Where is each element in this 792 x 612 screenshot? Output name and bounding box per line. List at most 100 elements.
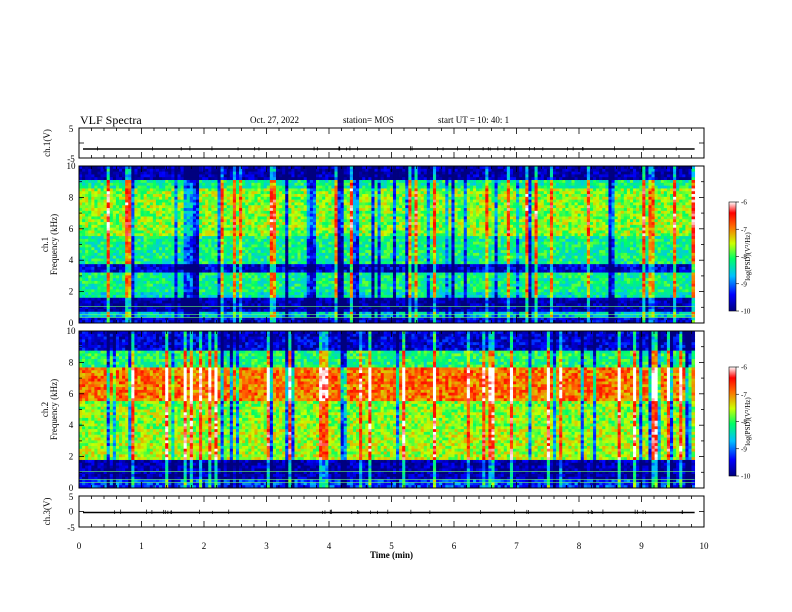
spectrogram-cell xyxy=(152,199,157,203)
spectrogram-cell xyxy=(106,250,111,254)
spectrogram-cell xyxy=(279,202,283,206)
spectrogram-cell xyxy=(100,205,105,209)
spectrogram-cell xyxy=(128,264,132,268)
spectrogram-cell xyxy=(91,275,95,279)
spectrogram-cell xyxy=(309,252,314,257)
spectrogram-cell xyxy=(112,188,117,192)
spectrogram-cell xyxy=(223,196,228,201)
spectrogram-cell xyxy=(251,289,255,293)
spectrogram-cell xyxy=(343,233,348,237)
spectrogram-cell xyxy=(285,264,289,268)
spectrogram-cell xyxy=(340,182,345,187)
spectrogram-cell xyxy=(260,227,265,231)
spectrogram-cell xyxy=(125,219,129,223)
spectrogram-cell xyxy=(171,317,175,321)
spectrogram-cell xyxy=(128,308,132,313)
spectrogram-cell xyxy=(279,185,283,189)
spectrogram-cell xyxy=(143,283,148,287)
spectrogram-cell xyxy=(272,166,277,170)
spectrogram-cell xyxy=(211,188,215,192)
spectrogram-cell xyxy=(79,216,83,220)
spectrogram-cell xyxy=(183,306,188,310)
spectrogram-cell xyxy=(312,278,317,282)
spectrogram-cell xyxy=(232,266,237,271)
spectrogram-cell xyxy=(94,317,98,321)
spectrogram-cell xyxy=(85,205,89,209)
spectrogram-cell xyxy=(94,244,98,248)
spectrogram-cell xyxy=(128,230,132,234)
spectrogram-cell xyxy=(309,182,314,187)
spectrogram-cell xyxy=(162,266,166,271)
spectrogram-cell xyxy=(119,238,123,243)
spectrogram-cell xyxy=(137,241,141,245)
spectrogram-cell xyxy=(242,264,246,268)
spectrogram-cell xyxy=(300,252,305,257)
spectrogram-cell xyxy=(248,283,252,287)
spectrogram-cell xyxy=(303,269,308,273)
spectrogram-cell xyxy=(214,261,218,265)
spectrogram-cell xyxy=(248,222,252,226)
spectrogram-cell xyxy=(300,224,305,229)
spectrogram-cell xyxy=(125,286,129,290)
spectrogram-cell xyxy=(192,210,197,215)
spectrogram-cell xyxy=(211,269,215,273)
spectrogram-cell xyxy=(312,166,317,170)
spectrogram-cell xyxy=(125,194,129,198)
spectrogram-cell xyxy=(79,247,83,251)
spectrogram-cell xyxy=(192,180,197,184)
spectrogram-cell xyxy=(229,182,234,187)
spectrogram-cell xyxy=(279,180,283,184)
spectrogram-cell xyxy=(260,252,265,257)
spectrogram-cell xyxy=(88,272,92,276)
spectrogram-cell xyxy=(119,233,123,237)
spectrogram-cell xyxy=(168,216,172,220)
spectrogram-cell xyxy=(186,269,191,273)
spectrogram-cell xyxy=(155,168,160,172)
spectrogram-cell xyxy=(254,213,258,217)
spectrogram-cell xyxy=(269,294,274,299)
spectrogram-cell xyxy=(195,233,200,237)
spectrogram-cell xyxy=(168,219,172,223)
spectrogram-cell xyxy=(195,294,200,299)
spectrogram-cell xyxy=(306,191,311,195)
spectrogram-cell xyxy=(235,303,240,307)
spectrogram-cell xyxy=(239,258,243,262)
spectrogram-cell xyxy=(189,303,194,307)
spectrogram-cell xyxy=(208,264,212,268)
spectrogram-cell xyxy=(205,227,209,231)
spectrogram-cell xyxy=(189,289,194,293)
spectrogram-cell xyxy=(291,300,295,304)
spectrogram-cell xyxy=(143,222,148,226)
spectrogram-cell xyxy=(128,182,132,187)
spectrogram-cell xyxy=(282,238,286,243)
spectrogram-cell xyxy=(112,191,117,195)
spectrogram-cell xyxy=(248,233,252,237)
spectrogram-cell xyxy=(294,199,298,203)
spectrogram-cell xyxy=(251,224,255,229)
spectrogram-cell xyxy=(140,210,145,215)
spectrogram-cell xyxy=(140,174,145,178)
spectrogram-cell xyxy=(300,286,305,290)
spectrogram-cell xyxy=(103,230,108,234)
spectrogram-cell xyxy=(291,286,295,290)
spectrogram-cell xyxy=(137,303,141,307)
spectrogram-cell xyxy=(137,247,141,251)
spectrogram-cell xyxy=(171,210,175,215)
spectrogram-cell xyxy=(312,236,317,240)
spectrogram-cell xyxy=(186,311,191,315)
spectrogram-cell xyxy=(297,311,302,315)
spectrogram-cell xyxy=(211,306,215,310)
spectrogram-cell xyxy=(171,227,175,231)
spectrogram-cell xyxy=(195,185,200,189)
spectrogram-cell xyxy=(325,208,329,212)
spectrogram-cell xyxy=(109,250,114,254)
spectrogram-cell xyxy=(226,233,231,237)
spectrogram-cell xyxy=(217,311,221,315)
spectrogram-cell xyxy=(272,244,277,248)
spectrogram-cell xyxy=(309,230,314,234)
spectrogram-cell xyxy=(174,233,178,237)
spectrogram-cell xyxy=(325,289,329,293)
spectrogram-cell xyxy=(134,264,138,268)
spectrogram-cell xyxy=(195,210,200,215)
spectrogram-cell xyxy=(91,222,95,226)
